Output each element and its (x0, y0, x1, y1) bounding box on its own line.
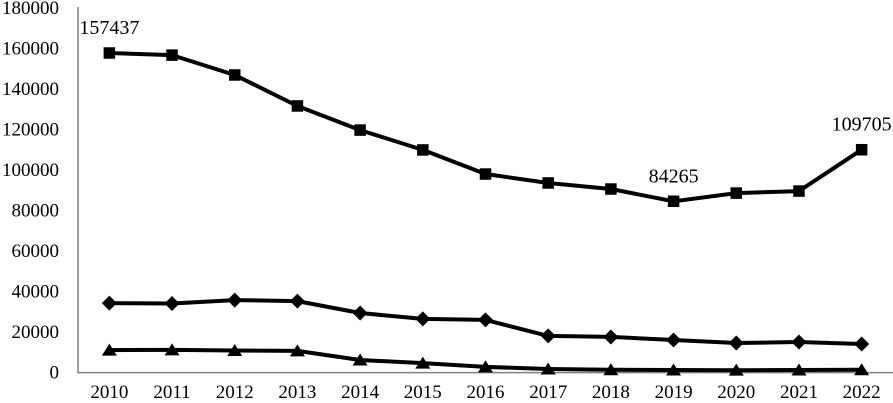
series-1-square-marker (354, 124, 366, 136)
series-1-data-label: 157437 (79, 17, 139, 39)
x-tick-label: 2016 (467, 382, 505, 403)
y-tick-label: 60000 (12, 241, 60, 262)
y-tick-label: 80000 (12, 200, 60, 221)
series-2-diamond-marker (791, 334, 807, 350)
series-1-square-marker (479, 168, 492, 180)
series-1-square-marker (793, 185, 805, 197)
series-3-triangle-marker (478, 360, 493, 373)
series-3-triangle-marker (227, 344, 243, 357)
x-tick-label: 2010 (90, 382, 128, 403)
series-3-triangle-marker (352, 353, 368, 366)
series-3-triangle-marker (666, 363, 682, 376)
series-1-square-marker (228, 69, 241, 81)
x-tick-label: 2012 (216, 382, 254, 403)
series-2-diamond-marker (728, 335, 744, 351)
series-1-square-marker (103, 47, 116, 59)
y-tick-label: 20000 (12, 322, 60, 343)
series-1-square-marker (605, 183, 617, 195)
series-1-square-marker (667, 195, 680, 208)
x-tick-label: 2021 (780, 382, 818, 403)
series-3-triangle-marker (603, 363, 619, 376)
x-tick-label: 2018 (592, 382, 630, 403)
series-1-square-marker (417, 144, 429, 156)
y-tick-label: 160000 (2, 38, 59, 59)
series-1-square-marker (730, 187, 743, 199)
x-tick-label: 2017 (529, 382, 567, 403)
series-1-square-marker (855, 143, 868, 156)
y-tick-label: 40000 (12, 281, 60, 302)
series-2-diamond-marker (540, 328, 556, 344)
series-2-diamond-marker (164, 296, 180, 312)
series-2-diamond-marker (854, 336, 870, 352)
x-tick-label: 2019 (655, 382, 693, 403)
series-2-diamond-marker (227, 292, 243, 308)
series-3-triangle-marker (791, 363, 807, 376)
series-2-diamond-marker (352, 305, 368, 321)
series-3-triangle-marker (415, 356, 431, 369)
series-1-square-marker (291, 100, 304, 112)
series-2-diamond-marker (415, 311, 431, 327)
series-1-data-label: 109705 (832, 114, 892, 136)
series-2-diamond-marker (478, 312, 493, 328)
series-2-diamond-marker (666, 332, 682, 348)
series-3-triangle-marker (289, 344, 305, 357)
series-3-triangle-marker (728, 363, 744, 376)
x-tick-label: 2013 (278, 382, 316, 403)
y-tick-label: 180000 (2, 0, 59, 19)
series-2-diamond-marker (289, 293, 305, 309)
series-3-triangle-marker (854, 363, 870, 376)
x-tick-label: 2022 (843, 382, 881, 403)
x-tick-label: 2011 (153, 382, 190, 403)
y-tick-label: 100000 (2, 160, 59, 181)
y-tick-label: 140000 (2, 79, 59, 100)
series-3-triangle-marker (540, 362, 556, 375)
series-1-square-marker (166, 49, 178, 61)
series-1-square-marker (542, 177, 554, 189)
x-tick-label: 2020 (717, 382, 755, 403)
series-2-diamond-marker (101, 295, 117, 311)
y-tick-label: 0 (50, 363, 60, 384)
series-1-data-label: 84265 (649, 165, 699, 187)
series-3-triangle-marker (164, 343, 180, 356)
series-2-diamond-marker (603, 329, 619, 345)
x-tick-label: 2014 (341, 382, 380, 403)
y-tick-label: 120000 (2, 119, 59, 140)
series-3-triangle-marker (101, 343, 117, 356)
x-tick-label: 2015 (404, 382, 442, 403)
